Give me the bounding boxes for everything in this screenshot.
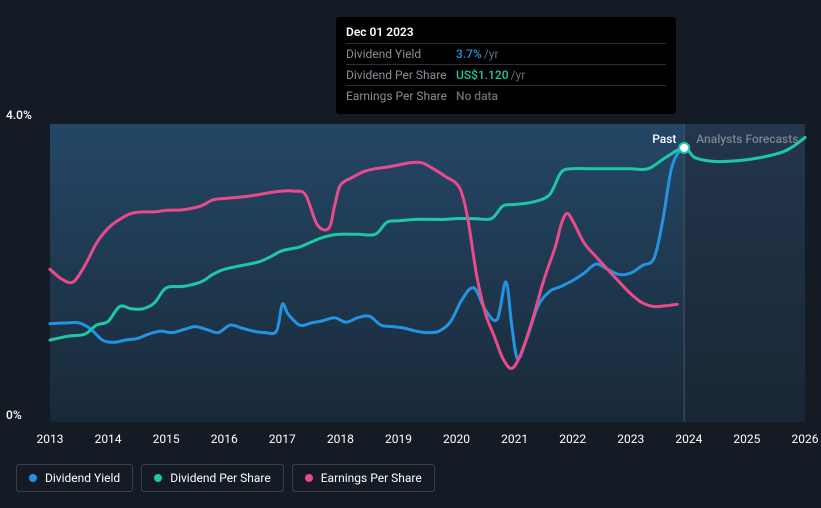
tooltip-value: US$1.120 <box>456 68 509 82</box>
x-axis-label: 2024 <box>675 432 702 446</box>
tooltip-value: No data <box>456 89 498 103</box>
tooltip-row: Earnings Per ShareNo data <box>346 85 666 106</box>
past-label: Past <box>652 132 676 146</box>
legend-item[interactable]: Dividend Yield <box>16 464 133 492</box>
legend-dot-icon <box>29 474 37 482</box>
legend-label: Dividend Yield <box>45 471 120 485</box>
tooltip-row: Dividend Yield3.7%/yr <box>346 43 666 64</box>
x-axis-label: 2018 <box>327 432 354 446</box>
tooltip-label: Dividend Yield <box>346 47 456 61</box>
tooltip-label: Dividend Per Share <box>346 68 456 82</box>
current-marker <box>679 143 689 153</box>
legend-dot-icon <box>305 474 313 482</box>
tooltip-label: Earnings Per Share <box>346 89 456 103</box>
x-axis-labels: 2013201420152016201720182019202020212022… <box>50 432 805 452</box>
x-axis-label: 2023 <box>617 432 644 446</box>
x-axis-label: 2017 <box>269 432 296 446</box>
x-axis-label: 2025 <box>733 432 760 446</box>
chart-legend: Dividend Yield Dividend Per Share Earnings… <box>16 464 435 492</box>
chart-tooltip: Dec 01 2023 Dividend Yield3.7%/yrDividen… <box>336 17 676 114</box>
x-axis-label: 2020 <box>443 432 470 446</box>
x-axis-label: 2026 <box>792 432 819 446</box>
forecast-label: Analysts Forecasts <box>696 132 798 146</box>
tooltip-date: Dec 01 2023 <box>346 25 666 43</box>
legend-item[interactable]: Dividend Per Share <box>141 464 284 492</box>
x-axis-label: 2019 <box>385 432 412 446</box>
legend-label: Earnings Per Share <box>321 471 422 485</box>
tooltip-row: Dividend Per ShareUS$1.120/yr <box>346 64 666 85</box>
x-axis-label: 2021 <box>501 432 528 446</box>
x-axis-label: 2016 <box>211 432 238 446</box>
tooltip-value: 3.7% <box>456 47 482 61</box>
x-axis-label: 2013 <box>37 432 64 446</box>
x-axis-label: 2015 <box>153 432 180 446</box>
legend-item[interactable]: Earnings Per Share <box>292 464 435 492</box>
tooltip-suffix: /yr <box>511 68 526 82</box>
legend-dot-icon <box>154 474 162 482</box>
x-axis-label: 2022 <box>559 432 586 446</box>
tooltip-suffix: /yr <box>484 47 499 61</box>
legend-label: Dividend Per Share <box>170 471 271 485</box>
x-axis-label: 2014 <box>95 432 122 446</box>
